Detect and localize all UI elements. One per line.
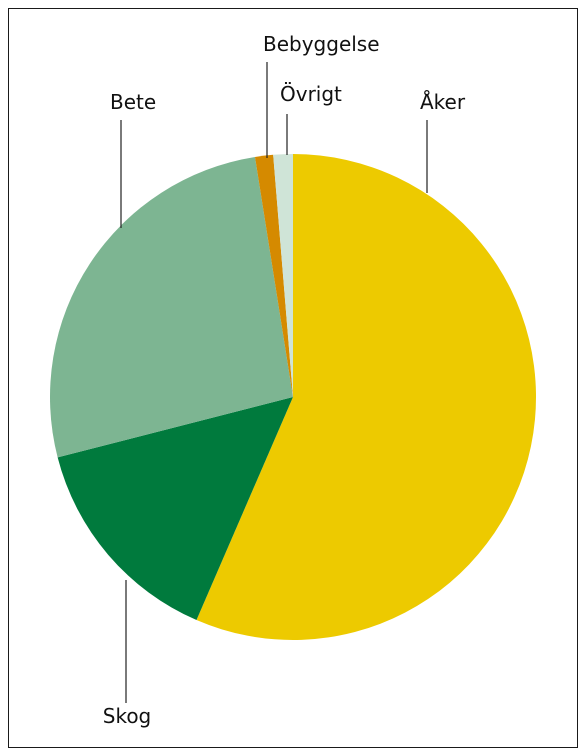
slice-label-bebyggelse: Bebyggelse (263, 32, 380, 56)
leader-lines (120, 62, 428, 703)
slice-label-ovrigt: Övrigt (280, 82, 342, 106)
slice-label-skog: Skog (103, 704, 152, 728)
slice-label-bete: Bete (110, 90, 156, 114)
pie-slice-bete (49, 156, 294, 458)
slice-labels: Åker Skog Bete Bebyggelse Övrigt (103, 32, 466, 728)
pie-slice-aker (196, 154, 537, 640)
pie-slices (49, 154, 537, 640)
pie-slice-ovrigt (273, 154, 293, 397)
pie-slice-bebyggelse (254, 154, 293, 397)
slice-label-aker: Åker (420, 90, 466, 114)
pie-slice-skog (57, 397, 293, 621)
